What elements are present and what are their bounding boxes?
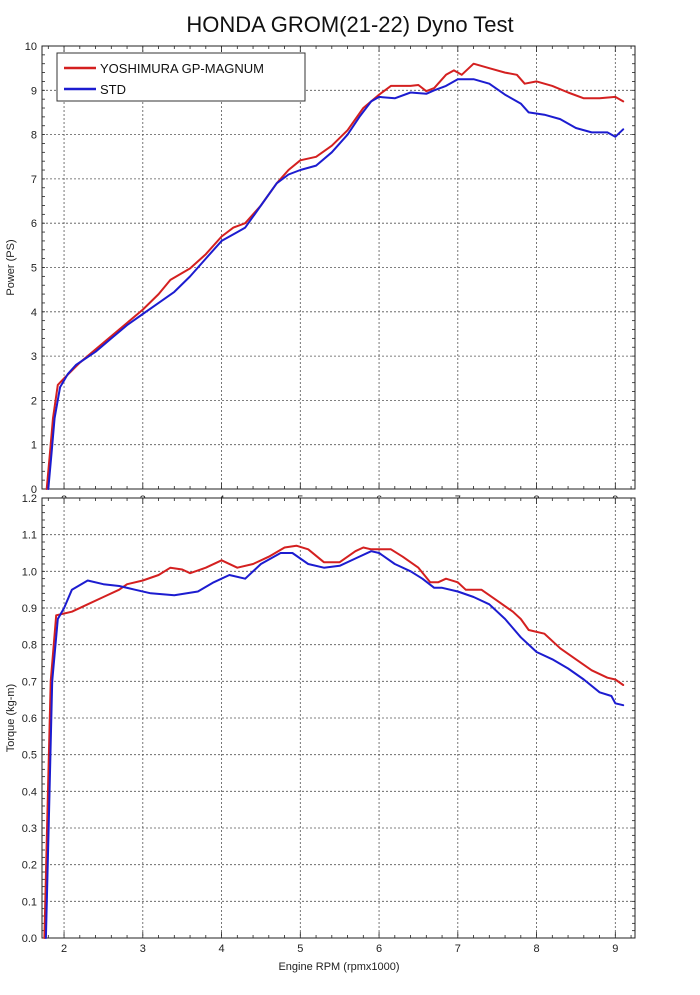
chart-title: HONDA GROM(21-22) Dyno Test [186, 12, 513, 37]
torque-y-tick-label: 0.9 [22, 603, 37, 615]
torque-y-tick-label: 0.6 [22, 713, 37, 725]
power-y-tick-label: 8 [31, 130, 37, 142]
torque-y-tick-label: 0.8 [22, 640, 37, 652]
torque-x-tick-label: 5 [297, 943, 303, 955]
torque-y-axis-label: Torque (kg-m) [5, 684, 17, 752]
power-series-std-line [47, 78, 625, 490]
torque-panel: 0.0 0.1 0.2 0.3 0.4 0.5 0.6 0.7 0.8 0.9 1.0 1.1 1.2 2… [5, 493, 636, 955]
power-y-tick-label: 7 [31, 174, 37, 186]
power-y-tick-label: 5 [31, 263, 37, 275]
torque-x-tick-label: 7 [455, 943, 461, 955]
power-panel: 01234567891023456789Power (PS) [5, 41, 636, 506]
power-y-tick-label: 10 [25, 41, 37, 53]
power-y-axis-label: Power (PS) [5, 239, 17, 295]
power-series-yoshimura-line [45, 62, 625, 490]
power-y-tick-label: 0 [31, 484, 37, 496]
legend-box [56, 52, 306, 102]
power-y-tick-label: 6 [31, 218, 37, 230]
torque-y-tick-label: 0.0 [22, 933, 37, 945]
torque-x-tick-label: 2 [61, 943, 67, 955]
torque-x-tick-label: 9 [612, 943, 618, 955]
torque-y-tick-label: 0.2 [22, 860, 37, 872]
power-y-tick-label: 3 [31, 351, 37, 363]
torque-plot-frame [41, 497, 636, 939]
torque-x-tick-label: 6 [376, 943, 382, 955]
legend-label-yoshimura: YOSHIMURA GP-MAGNUM [100, 61, 264, 76]
power-plot-frame [41, 45, 636, 490]
torque-series-yoshimura-line [43, 544, 625, 939]
torque-y-tick-label: 0.3 [22, 823, 37, 835]
legend-label-std: STD [100, 82, 126, 97]
torque-y-tick-label: 0.7 [22, 676, 37, 688]
torque-series-std-line [44, 550, 625, 939]
legend: YOSHIMURA GP-MAGNUM STD [56, 52, 306, 102]
torque-x-tick-label: 4 [218, 943, 224, 955]
torque-y-tick-label: 1.2 [22, 493, 37, 505]
torque-y-tick-label: 0.1 [22, 896, 37, 908]
power-y-tick-label: 4 [31, 307, 37, 319]
torque-x-tick-label: 3 [140, 943, 146, 955]
power-y-tick-label: 9 [31, 85, 37, 97]
torque-y-tick-label: 1.0 [22, 566, 37, 578]
torque-y-tick-label: 1.1 [22, 530, 37, 542]
torque-y-tick-label: 0.4 [22, 786, 37, 798]
torque-y-tick-label: 0.5 [22, 750, 37, 762]
power-y-tick-label: 1 [31, 440, 37, 452]
power-y-tick-label: 2 [31, 395, 37, 407]
torque-x-tick-label: 8 [533, 943, 539, 955]
x-axis-label: Engine RPM (rpmx1000) [278, 961, 399, 973]
